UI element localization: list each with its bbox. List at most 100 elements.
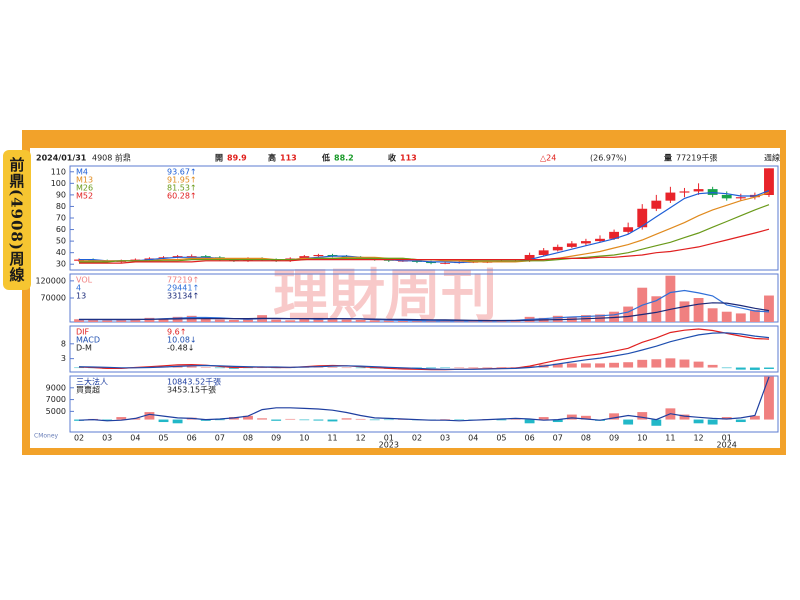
- y-tick-label: 8: [61, 339, 66, 348]
- x-tick-label: 11: [665, 434, 675, 443]
- bar: [74, 367, 84, 369]
- candle-body: [735, 197, 746, 199]
- bar: [327, 318, 338, 322]
- bar: [341, 367, 352, 369]
- header-label: 低: [321, 153, 330, 163]
- bar: [665, 358, 676, 368]
- line: [78, 376, 770, 422]
- candle-body: [566, 243, 577, 247]
- bar: [200, 318, 211, 322]
- candle-body: [524, 254, 535, 261]
- candle-body: [130, 259, 141, 261]
- legend-value: 81.53↑: [167, 184, 197, 193]
- legend-value: 9.6↑: [167, 328, 186, 337]
- bar: [440, 320, 451, 322]
- bar: [524, 419, 535, 424]
- y-tick-label: 9000: [46, 383, 66, 392]
- legend-name: DIF: [76, 328, 90, 337]
- bar: [243, 319, 253, 322]
- legend-name: 13: [76, 292, 86, 301]
- x-tick-label: 10: [637, 434, 647, 443]
- x-tick-label: 10: [299, 434, 309, 443]
- x-tick-label: 06: [525, 434, 535, 443]
- bar: [735, 419, 746, 423]
- bar: [764, 367, 774, 369]
- y-tick-label: 30: [56, 260, 66, 269]
- bar: [369, 320, 380, 322]
- bar: [172, 419, 183, 424]
- bar: [341, 418, 352, 420]
- bar: [313, 317, 324, 322]
- candle-body: [580, 241, 591, 244]
- bar: [74, 319, 84, 322]
- bar: [721, 311, 732, 322]
- bar: [665, 275, 676, 322]
- plot: [74, 376, 774, 426]
- legend-value: -0.48↓: [167, 344, 194, 353]
- bar: [299, 419, 310, 421]
- y-tick-label: 90: [56, 190, 66, 199]
- bar: [623, 306, 634, 322]
- bar: [327, 419, 338, 422]
- bar: [130, 318, 141, 322]
- bar: [271, 419, 282, 421]
- legend-name: M13: [76, 176, 93, 185]
- legend-value: 33134↑: [167, 292, 199, 301]
- bar: [482, 367, 493, 368]
- candle-body: [313, 254, 324, 257]
- y-tick-label: 50: [56, 237, 66, 246]
- candle-body: [552, 246, 563, 251]
- bar: [200, 367, 211, 368]
- bar: [426, 320, 436, 322]
- bar: [313, 419, 324, 421]
- bar: [609, 413, 620, 420]
- bar: [679, 301, 690, 322]
- y-tick-label: 100: [51, 179, 66, 188]
- bar: [749, 367, 760, 370]
- line: [79, 302, 770, 322]
- y-tick-label: 80: [56, 202, 66, 211]
- legend-value: 29441↑: [167, 284, 199, 293]
- line: [79, 228, 770, 264]
- bar: [721, 367, 732, 369]
- x-tick-label: 05: [496, 434, 506, 443]
- header-value: 88.2: [334, 154, 354, 163]
- bar: [257, 418, 268, 420]
- legend-value: 60.28↑: [167, 192, 197, 201]
- header-text: (26.97%): [590, 154, 627, 163]
- x-tick-label: 01: [384, 434, 394, 443]
- bar: [383, 320, 394, 322]
- legend-name: M52: [76, 192, 93, 201]
- x-tick-label: 09: [609, 434, 619, 443]
- header-text: 週線: [764, 153, 780, 163]
- bar: [158, 318, 169, 322]
- candle-body: [440, 263, 451, 264]
- bar: [88, 319, 99, 322]
- plot: [74, 328, 774, 371]
- header-value: 113: [400, 154, 417, 163]
- bar: [524, 366, 535, 368]
- bar: [257, 367, 268, 369]
- bar: [735, 367, 746, 370]
- y-tick-label: 3: [61, 354, 66, 363]
- y-tick-label: 120000: [35, 276, 66, 285]
- bar: [552, 419, 563, 423]
- panel-frame: [69, 325, 779, 373]
- bar: [116, 319, 127, 322]
- bar: [214, 419, 225, 421]
- header-value: 113: [280, 154, 297, 163]
- header-label: 開: [215, 154, 223, 163]
- bar: [214, 319, 225, 322]
- candle-body: [693, 189, 704, 192]
- x-tick-label: 05: [158, 434, 168, 443]
- bar: [580, 363, 591, 368]
- bar: [116, 417, 127, 420]
- x-year-label: 2023: [379, 441, 399, 450]
- candle-body: [595, 238, 605, 242]
- x-tick-label: 04: [130, 434, 140, 443]
- candle-body: [609, 231, 620, 239]
- header-value: 77219千張: [676, 153, 717, 163]
- bar: [299, 318, 310, 322]
